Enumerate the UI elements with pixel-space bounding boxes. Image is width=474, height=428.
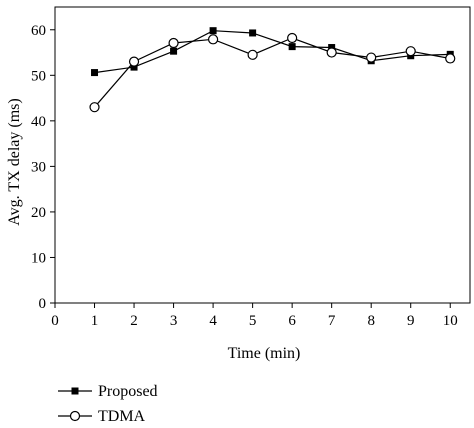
data-point-tdma — [207, 34, 219, 45]
legend-label-tdma: TDMA — [98, 408, 146, 425]
axes: 0 1 2 3 4 5 6 7 8 9 10 0 10 20 30 40 50 60 — [31, 6, 471, 329]
data-point-tdma — [128, 56, 140, 67]
data-point-proposed — [288, 43, 296, 51]
legend-marker-tdma — [69, 410, 81, 422]
legend-marker-proposed — [71, 387, 79, 395]
x-tick-label: 9 — [407, 313, 415, 329]
y-tick-label: 60 — [31, 23, 46, 39]
data-point-proposed — [209, 27, 217, 35]
data-point-proposed — [170, 47, 178, 55]
legend: Proposed TDMA — [58, 383, 158, 425]
x-tick-label: 3 — [170, 313, 178, 329]
y-tick-label: 50 — [31, 68, 46, 84]
data-point-proposed — [130, 63, 138, 71]
series-proposed — [91, 27, 454, 77]
data-point-tdma — [445, 53, 456, 64]
x-tick-label: 6 — [288, 313, 296, 329]
legend-item-proposed: Proposed — [58, 383, 158, 400]
data-point-tdma — [326, 47, 337, 58]
legend-label-proposed: Proposed — [98, 383, 158, 400]
series-line-tdma — [94, 37, 451, 108]
x-tick-label: 10 — [443, 313, 458, 329]
x-tick-label: 5 — [249, 313, 257, 329]
data-point-tdma — [366, 52, 377, 63]
data-point-tdma — [168, 37, 179, 49]
series-line-proposed — [94, 30, 451, 74]
y-tick-label: 10 — [31, 250, 46, 266]
y-tick-label: 40 — [31, 114, 46, 130]
data-point-proposed — [91, 69, 99, 77]
y-tick-label: 30 — [31, 159, 46, 175]
y-tick-label: 0 — [39, 296, 47, 312]
plot-frame — [54, 6, 471, 304]
data-point-tdma — [89, 102, 100, 113]
x-tick-label: 8 — [367, 313, 375, 329]
y-tick-label: 20 — [31, 205, 46, 221]
series-tdma — [89, 32, 456, 113]
x-tick-label: 2 — [130, 313, 138, 329]
x-tick-label: 0 — [51, 313, 59, 329]
x-axis-title: Time (min) — [228, 345, 301, 362]
data-point-tdma — [287, 32, 298, 44]
data-point-tdma — [405, 46, 416, 57]
legend-item-tdma: TDMA — [58, 408, 146, 425]
x-tick-label: 4 — [209, 313, 217, 329]
data-point-tdma — [247, 49, 258, 60]
y-axis-title: Avg. TX delay (ms) — [6, 98, 23, 225]
series-group — [89, 27, 456, 113]
x-tick-label: 1 — [91, 313, 99, 329]
x-tick-label: 7 — [328, 313, 336, 329]
data-point-proposed — [249, 29, 257, 37]
